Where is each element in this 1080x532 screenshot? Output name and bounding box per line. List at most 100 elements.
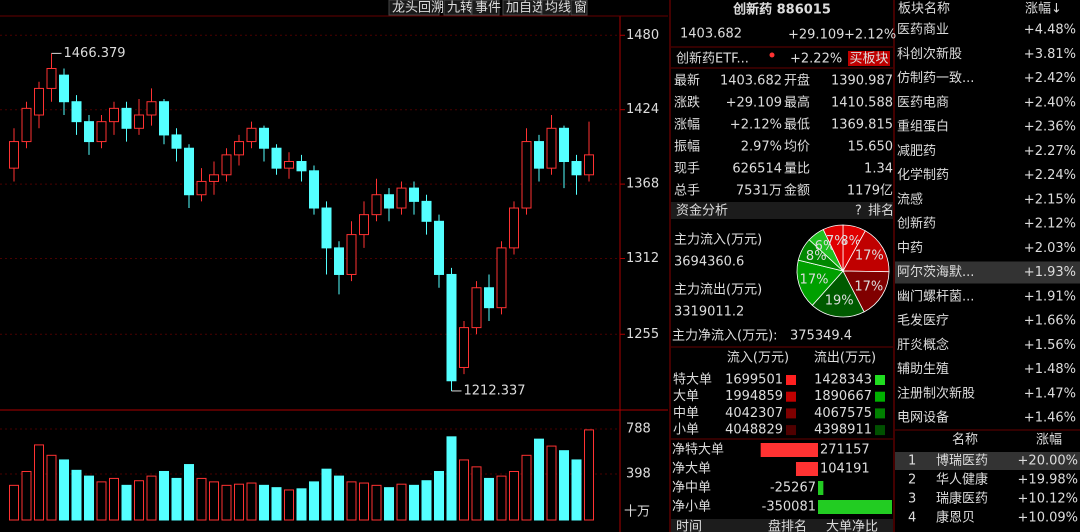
column-header: 板块名称 <box>898 1 950 17</box>
pie-label: 17% <box>855 248 884 263</box>
pie-slice <box>811 270 865 318</box>
stat-label: 最高 <box>784 95 810 111</box>
candle-body <box>246 127 257 143</box>
sector-name: 中药 <box>897 241 923 256</box>
stock-name: 博瑞医药 <box>936 454 988 469</box>
section-bar <box>671 202 893 219</box>
stat-value: 1410.588 <box>831 96 893 111</box>
annotation: 1212.337 <box>464 383 526 398</box>
volume-bar <box>109 477 119 521</box>
sector-pct: +1.91% <box>1024 289 1076 304</box>
toolbar-button-label: 均线 <box>545 1 571 16</box>
volume-bar <box>521 454 532 521</box>
stat-value: 2.97% <box>741 140 782 155</box>
net-value: -350081 <box>762 500 816 515</box>
stat-label: 金额 <box>784 183 810 199</box>
candle-body <box>134 114 144 129</box>
volume-bar <box>334 475 344 521</box>
candle-body <box>509 207 519 249</box>
net-label: 净小单 <box>672 500 711 515</box>
net-bar <box>760 443 818 457</box>
volume-bar <box>221 484 232 521</box>
quote-pct: +2.12% <box>844 28 896 43</box>
volume-bar <box>234 483 244 521</box>
candle-body <box>471 287 482 329</box>
candle-body <box>209 174 219 182</box>
color-square <box>875 408 885 419</box>
sector-pct: +2.36% <box>1024 120 1076 135</box>
candle-body <box>546 127 557 169</box>
candle-body <box>9 141 19 169</box>
color-square <box>786 391 796 402</box>
outflow-value: 1890667 <box>814 389 872 404</box>
stat-label: 开盘 <box>784 73 810 89</box>
row-highlight <box>895 452 1080 470</box>
bottom-tab: 盘排名 <box>768 519 807 532</box>
inflow-value: 1699501 <box>725 373 783 388</box>
axis-unit: 十万 <box>624 505 650 520</box>
toolbar-button-label: 窗 <box>574 0 587 16</box>
candle-body <box>534 141 544 169</box>
toolbar-button <box>570 0 588 16</box>
sector-pct: +2.42% <box>1024 71 1076 86</box>
stock-name: 华人健康 <box>936 472 988 488</box>
color-square <box>786 425 796 436</box>
volume-bar <box>159 470 169 521</box>
candle-body <box>571 161 582 176</box>
candle-body <box>396 187 407 209</box>
volume-bar <box>259 484 269 521</box>
stat-label: 总手 <box>674 184 700 199</box>
stat-value: +2.12% <box>730 118 782 133</box>
candle-body <box>184 147 194 196</box>
pie-label: 8% <box>806 249 827 264</box>
volume-bar <box>584 429 594 521</box>
volume-bar <box>9 484 19 521</box>
sector-pct: +4.48% <box>1024 23 1076 38</box>
volume-bar <box>284 489 294 521</box>
candle-body <box>559 127 569 163</box>
column-header: 名称 <box>952 432 978 448</box>
volume-bar <box>384 487 394 521</box>
candle-body <box>46 67 57 89</box>
volume-bar <box>146 475 157 521</box>
toolbar-button <box>443 0 472 16</box>
sector-pct: +1.48% <box>1024 362 1076 377</box>
color-square <box>786 408 796 419</box>
stock-pct: +19.98% <box>1018 473 1078 488</box>
sector-name: 注册制次新股 <box>897 385 975 401</box>
candle-body <box>196 180 207 196</box>
candle-body <box>409 187 419 202</box>
stock-index: 4 <box>908 511 916 526</box>
candle-body <box>521 141 532 209</box>
net-value: -25267 <box>770 481 816 496</box>
volume-bar <box>571 459 582 521</box>
candle-body <box>359 214 369 236</box>
outflow-value: 4067575 <box>814 406 872 421</box>
pie-slice <box>822 224 844 272</box>
pie-label: 19% <box>825 294 854 309</box>
buy-button[interactable] <box>848 51 890 66</box>
candle-body <box>459 327 469 368</box>
sector-pct: +2.27% <box>1024 144 1076 159</box>
pie-slice <box>796 259 844 306</box>
volume-bar <box>446 436 457 521</box>
sector-name: 毛发医疗 <box>897 313 949 329</box>
sector-name: 电网设备 <box>897 410 949 426</box>
volume-bar <box>459 459 469 521</box>
volume-bar <box>196 477 207 521</box>
net-bar <box>818 481 824 495</box>
net-value: 104191 <box>820 462 870 477</box>
sector-pct: +2.24% <box>1024 168 1076 183</box>
column-header: 流入(万元) <box>727 351 789 366</box>
candle-body <box>321 207 332 249</box>
volume-bar <box>309 481 319 521</box>
volume-bar <box>509 470 519 521</box>
stock-pct: +10.12% <box>1018 492 1078 507</box>
volume-bar <box>484 477 494 521</box>
stock-pct: +10.09% <box>1018 511 1078 526</box>
sector-name: 仿制药一致... <box>897 71 974 86</box>
pie-slice <box>842 230 890 273</box>
inflow-value: 4042307 <box>725 406 783 421</box>
candle-body <box>159 101 169 136</box>
volume-bar <box>496 475 507 521</box>
